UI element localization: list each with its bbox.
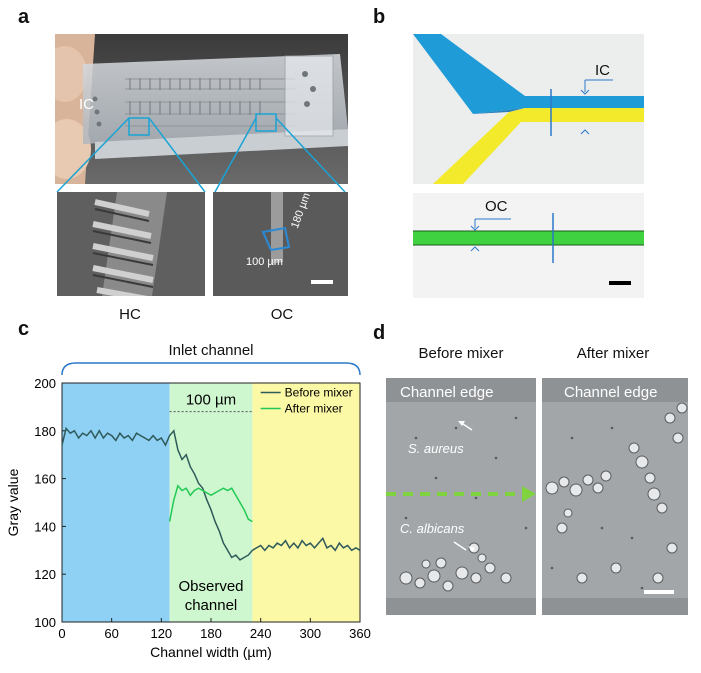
micrograph-before-graphic <box>386 378 536 615</box>
micrograph-after-graphic <box>542 378 688 615</box>
x-tick-label: 0 <box>58 626 65 641</box>
caption-oc: OC <box>270 306 294 323</box>
caption-hc: HC <box>119 306 141 323</box>
species-s-aureus: S. aureus <box>408 441 464 456</box>
x-tick-label: 300 <box>299 626 321 641</box>
legend-label: Before mixer <box>285 386 353 400</box>
span-label: 100 µm <box>186 392 236 409</box>
panel-a-letter: a <box>18 6 30 28</box>
y-tick-label: 120 <box>34 567 56 582</box>
chip-photo-graphic <box>55 34 348 184</box>
x-tick-label: 180 <box>200 626 222 641</box>
y-tick-label: 180 <box>34 424 56 439</box>
legend-label: After mixer <box>285 402 343 416</box>
flow-oc-graphic <box>413 193 644 298</box>
sem-hc-image <box>57 192 205 296</box>
region-blue <box>62 383 170 622</box>
flow-ic-image: IC <box>413 34 644 184</box>
flow-ic-label: IC <box>595 62 610 79</box>
micrograph-before: Channel edge S. aureus C. albicans <box>386 378 536 615</box>
chip-photo: IC <box>55 34 348 184</box>
x-axis-label: Channel width (µm) <box>150 644 272 660</box>
observed-label-1: Observed <box>178 578 243 595</box>
species-c-albicans: C. albicans <box>400 521 465 536</box>
x-tick-label: 120 <box>150 626 172 641</box>
region-green <box>169 383 253 622</box>
panel-b-letter: b <box>373 6 386 28</box>
micrograph-after: Channel edge <box>542 378 688 615</box>
panel-d-letter: d <box>373 322 386 344</box>
y-axis-label: Gray value <box>5 468 21 536</box>
after-mixer-title: After mixer <box>576 345 650 362</box>
channel-edge-after: Channel edge <box>564 384 658 401</box>
zoom-lines <box>56 118 346 193</box>
channel-edge-before: Channel edge <box>400 384 494 401</box>
x-tick-label: 240 <box>250 626 272 641</box>
y-tick-label: 200 <box>34 376 56 391</box>
y-tick-label: 160 <box>34 472 56 487</box>
observed-label-2: channel <box>185 597 238 614</box>
gray-value-chart: Inlet channel 0 60 120 180 240 300 360 100 120 140… <box>5 342 371 660</box>
sem-oc-graphic <box>213 192 348 296</box>
dim-width-label: 100 µm <box>246 256 283 268</box>
flow-ic-graphic <box>413 34 644 184</box>
flow-oc-label: OC <box>485 198 508 215</box>
flow-oc-image: OC <box>413 193 644 298</box>
inlet-channel-label: Inlet channel <box>168 342 253 359</box>
series-line-after-mixer <box>168 484 253 523</box>
sem-hc-graphic <box>57 192 205 296</box>
inlet-bracket <box>61 362 361 376</box>
region-yellow <box>252 383 360 622</box>
sem-oc-image: 100 µm 180 µm <box>213 192 348 296</box>
y-tick-label: 100 <box>34 615 56 630</box>
x-tick-label: 60 <box>104 626 118 641</box>
series-line-before-mixer <box>61 426 361 561</box>
chip-ic-label: IC <box>79 96 94 113</box>
before-mixer-title: Before mixer <box>418 345 504 362</box>
x-tick-label: 360 <box>349 626 371 641</box>
panel-c-letter: c <box>18 318 30 340</box>
y-tick-label: 140 <box>34 519 56 534</box>
